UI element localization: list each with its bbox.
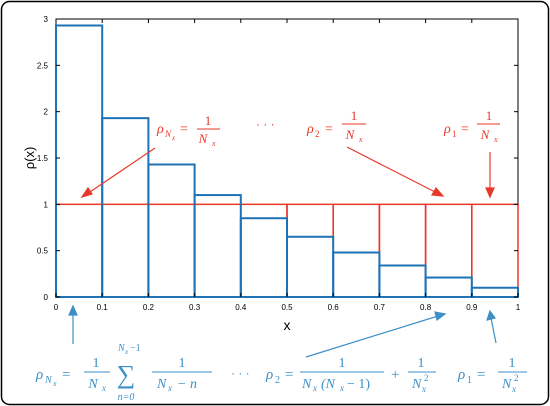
svg-text:1: 1 [486,108,493,123]
svg-text:2: 2 [315,129,320,139]
svg-text:ρ: ρ [156,122,164,137]
svg-text:x: x [339,383,344,393]
x-tick-label: 0.5 [281,303,293,312]
svg-text:x: x [421,384,426,394]
svg-text:ρ: ρ [35,367,43,383]
blue-arrows [68,304,497,358]
red-annotation-rho-1: ρ 1 = 1 N x [443,108,500,144]
svg-text:N: N [44,375,53,386]
y-tick-label: 2 [44,108,49,117]
x-tick-label: 0.3 [189,303,201,312]
svg-text:N: N [480,127,491,142]
svg-text:ρ: ρ [457,367,465,383]
x-tick-label: 0.1 [97,303,109,312]
y-tick-label: 0 [44,293,49,302]
svg-text:2: 2 [275,375,280,386]
x-tick-label: 0.8 [420,303,432,312]
x-tick-label: 0.2 [143,303,155,312]
svg-text:N: N [301,377,312,392]
svg-text:N: N [87,377,98,392]
svg-text:=: = [285,367,293,383]
blue-histogram [55,24,519,299]
svg-text:x: x [493,135,498,144]
svg-text:− 1): − 1) [347,377,370,392]
x-tick-label: 0.7 [374,303,386,312]
svg-text:=: = [461,122,469,137]
svg-text:1: 1 [418,356,425,371]
x-tick-label: 1 [516,303,521,312]
y-tick-label: 3 [44,15,49,24]
blue-formula-rho-1: ρ 1 = 1 N x 2 [457,356,527,394]
svg-text:1: 1 [351,108,358,123]
plot-area: 0 0.1 0.2 0.3 0.4 0.5 0.6 0.7 0.8 0.9 1 0 0.5 1 1.5 2 2… [37,15,521,312]
svg-text:N: N [501,377,512,392]
svg-text:=: = [325,122,333,137]
blue-ellipsis: · · · [231,366,250,380]
svg-text:N: N [411,377,422,392]
svg-text:=: = [62,367,70,383]
svg-text:ρ: ρ [306,122,314,137]
svg-text:x: x [171,134,176,142]
red-arrows [80,146,495,199]
svg-text:1: 1 [179,356,186,371]
svg-text:+: + [391,367,399,383]
y-tick-label: 0.5 [37,247,49,256]
blue-formula-rho-2: ρ 2 = 1 N x (N x − 1) + 1 N x 2 [265,356,436,394]
y-tick-label: 2.5 [37,61,49,70]
x-tick-label: 0.9 [466,303,478,312]
svg-text:=: = [180,122,188,137]
svg-text:1: 1 [93,356,100,371]
svg-text:1: 1 [452,129,457,139]
svg-text:N: N [198,131,209,146]
svg-text:− n: − n [177,377,197,392]
svg-text:x: x [124,348,129,356]
svg-text:∑: ∑ [117,360,136,389]
y-tick-label: 1 [44,200,49,209]
svg-text:x: x [167,383,172,393]
svg-text:N: N [156,377,167,392]
blue-bar [470,286,519,299]
svg-text:x: x [52,379,57,388]
x-tick-label: 0.6 [328,303,340,312]
svg-text:x: x [101,383,106,393]
svg-text:2: 2 [514,373,519,383]
y-tick-label: 1.5 [37,154,49,163]
svg-text:x: x [211,139,216,148]
svg-text:(N: (N [321,377,336,392]
x-axis-ticks: 0 0.1 0.2 0.3 0.4 0.5 0.6 0.7 0.8 0.9 1 [54,19,521,312]
blue-formula-rho-nx: ρ N x = 1 N x N x −1 ∑ n=0 1 N x − n [35,343,212,403]
svg-text:1: 1 [205,113,212,128]
svg-text:x: x [358,135,363,144]
red-ellipsis: · · · [256,117,275,131]
svg-text:n=0: n=0 [118,392,135,403]
svg-text:ρ: ρ [265,367,273,383]
svg-text:1: 1 [339,356,346,371]
svg-text:N: N [345,127,356,142]
y-axis-label: ρ(x) [22,147,37,170]
x-tick-label: 0 [54,303,59,312]
svg-text:N: N [164,129,172,139]
svg-text:x: x [312,383,317,393]
x-tick-label: 0.4 [235,303,247,312]
svg-text:=: = [477,367,485,383]
red-annotation-rho-2: ρ 2 = 1 N x [306,108,366,144]
svg-text:x: x [511,384,516,394]
y-axis-ticks: 0 0.5 1 1.5 2 2.5 3 [37,15,518,302]
svg-text:ρ: ρ [443,122,451,137]
svg-text:2: 2 [424,373,429,383]
red-annotation-rho-nx: ρ N x = 1 N x [156,113,220,148]
svg-text:N: N [117,343,126,354]
svg-text:−1: −1 [130,343,141,354]
svg-text:1: 1 [509,356,516,371]
svg-text:1: 1 [467,375,472,386]
x-axis-label: x [284,317,291,333]
